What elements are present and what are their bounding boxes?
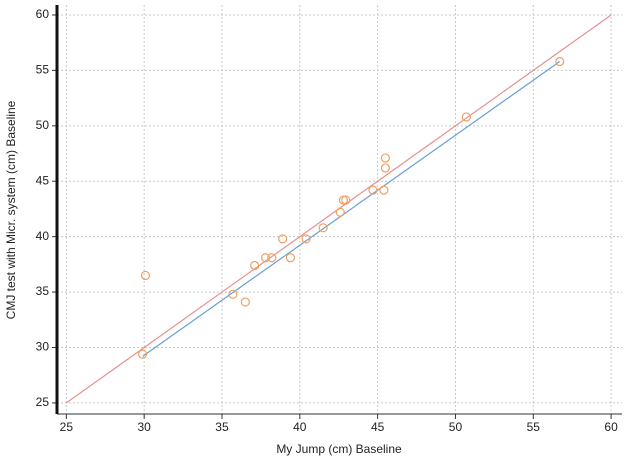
data-point [138, 349, 148, 359]
data-point [380, 163, 391, 173]
x-tick-label: 50 [449, 420, 463, 434]
y-tick-label: 35 [36, 284, 50, 298]
fit-line [142, 61, 561, 357]
data-point [461, 112, 471, 122]
data-point [341, 195, 351, 205]
data-point [140, 270, 151, 281]
data-point [318, 223, 328, 233]
x-tick-label: 55 [527, 420, 541, 434]
x-tick-label: 25 [60, 420, 74, 434]
data-point [285, 253, 296, 263]
x-tick-label: 40 [293, 420, 307, 434]
data-point [380, 153, 391, 163]
x-axis-label: My Jump (cm) Baseline [276, 442, 402, 456]
y-tick-label: 30 [36, 340, 50, 354]
data-point [267, 253, 277, 263]
y-tick-label: 45 [36, 173, 50, 187]
y-tick-label: 50 [36, 118, 50, 132]
x-tick-label: 30 [137, 420, 151, 434]
data-point [368, 185, 378, 195]
data-point [250, 260, 260, 271]
data-point [228, 289, 238, 299]
data-point [260, 253, 271, 263]
data-point [555, 56, 565, 67]
data-point [335, 207, 345, 217]
y-axis-label: CMJ test with Micr. system (cm) Baseline [4, 100, 18, 319]
y-tick-label: 25 [36, 395, 50, 409]
y-tick-label: 55 [36, 63, 50, 77]
data-point [240, 297, 250, 307]
data-point [278, 234, 288, 244]
y-tick-label: 60 [36, 7, 50, 21]
data-point [338, 195, 348, 205]
x-tick-label: 45 [371, 420, 385, 434]
y-tick-label: 40 [36, 229, 50, 243]
data-point [379, 185, 389, 195]
data-point [301, 234, 311, 244]
x-tick-label: 35 [215, 420, 229, 434]
x-tick-label: 60 [604, 420, 618, 434]
